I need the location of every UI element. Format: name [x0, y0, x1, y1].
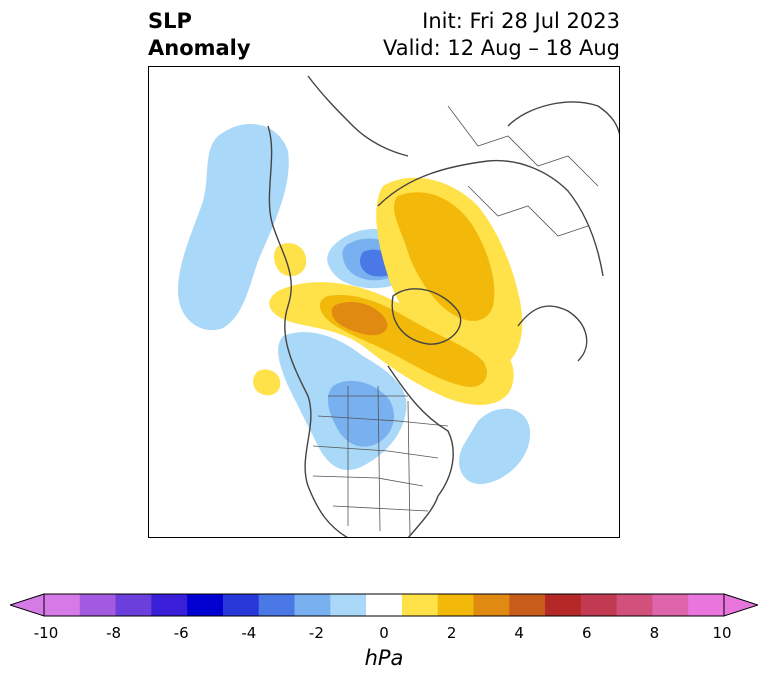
title-line-2: Anomaly [148, 36, 251, 60]
strong-positive-regions [331, 301, 388, 336]
colorbar-segment [258, 594, 296, 616]
greenland-coast [391, 288, 462, 345]
siberia-coast [377, 159, 604, 277]
colorbar [8, 588, 760, 622]
colorbar-segment [151, 594, 188, 616]
colorbar-tick-label: 0 [379, 624, 389, 642]
valid-range: Valid: 12 Aug – 18 Aug [382, 36, 620, 60]
north-america-core [327, 380, 395, 447]
forecast-dates: Init: Fri 28 Jul 2023 Valid: 12 Aug – 18… [383, 8, 620, 62]
colorbar-segment [366, 594, 403, 616]
colorbar-tick-label: -6 [173, 624, 189, 642]
colorbar-tick-label: -4 [241, 624, 257, 642]
colorbar-segment [580, 594, 618, 616]
colorbar-segment [401, 594, 439, 616]
map-title: SLP Anomaly [148, 8, 251, 62]
colorbar-tick-label: -8 [106, 624, 122, 642]
colorbar-segment [652, 594, 689, 616]
north-pacific-small-high [253, 369, 281, 396]
colorbar-outline [43, 593, 725, 617]
title-line-1: SLP [148, 9, 192, 33]
country-borders [312, 105, 599, 537]
colorbar-tick-label: 8 [649, 624, 660, 642]
colorbar-unit-label: hPa [364, 646, 404, 670]
colorbar-tick-label: 6 [582, 624, 592, 642]
colorbar-segment [473, 594, 510, 616]
colorbar-tick-label: 10 [712, 624, 732, 642]
colorbar-tick-label: -10 [33, 624, 59, 642]
greenland-high-peak [331, 301, 388, 336]
colorbar-segment [437, 594, 474, 616]
colorbar-segment [688, 594, 725, 616]
colorbar-tick-labels: -10 -8 -6 -4 -2 0 2 4 6 8 10 [0, 624, 768, 644]
colorbar-min-arrow [8, 593, 45, 617]
eurasia-coast [507, 101, 620, 137]
coastlines [267, 75, 620, 538]
colorbar-tick-label: 2 [446, 624, 457, 642]
colorbar-segment [115, 594, 152, 616]
atlantic-low-anomaly [459, 408, 531, 485]
colorbar-segment [294, 594, 331, 616]
colorbar-tick-label: -2 [308, 624, 324, 642]
colorbar-segment [509, 594, 546, 616]
north-america-east-coast [387, 365, 454, 538]
anomaly-map [148, 66, 620, 538]
colorbar-segment [79, 594, 117, 616]
colorbar-segment [44, 594, 81, 616]
scandinavia-coast [517, 305, 588, 362]
colorbar-max-arrow [723, 593, 760, 617]
asia-pacific-coast [307, 75, 409, 157]
colorbar-segment [545, 594, 582, 616]
colorbar-segment [222, 594, 260, 616]
north-america-coast [267, 125, 349, 538]
colorbar-tick-label: 4 [514, 624, 524, 642]
siberia-high-core [393, 192, 495, 321]
init-date: Init: Fri 28 Jul 2023 [422, 9, 620, 33]
colorbar-segment [187, 594, 224, 616]
colorbar-segment [330, 594, 367, 616]
pacific-low-anomaly [178, 124, 289, 331]
colorbar-segment [616, 594, 653, 616]
